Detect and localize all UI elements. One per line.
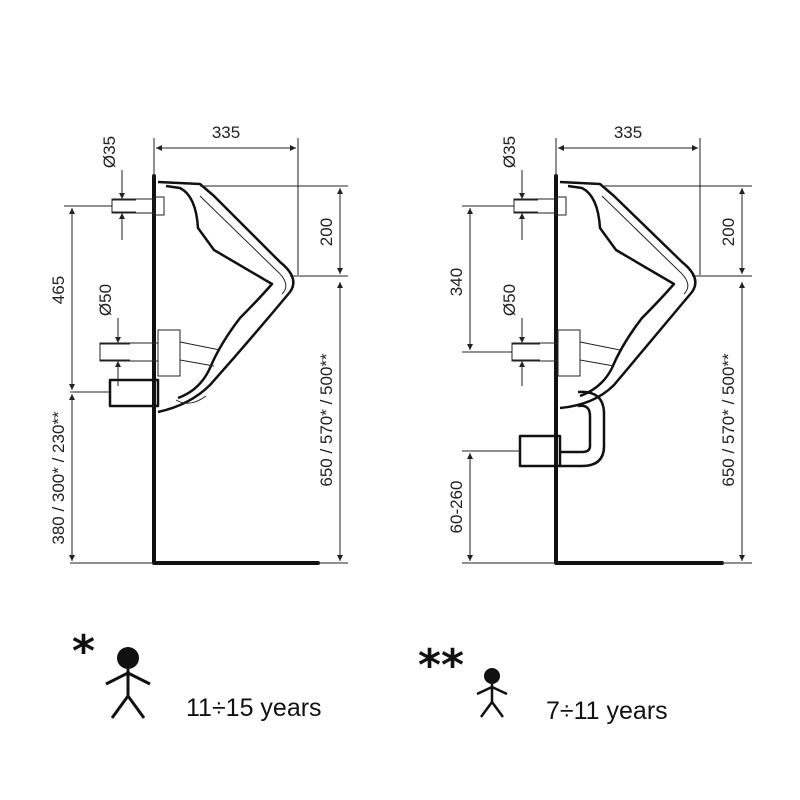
left-rim-height-label: 650 / 570* / 500** xyxy=(317,353,336,487)
right-inlet-diameter-label: Ø35 xyxy=(500,136,519,168)
right-wall-floor xyxy=(554,174,724,565)
left-urinal-body xyxy=(157,180,295,414)
legend-double-star: ** xyxy=(418,640,464,691)
legend-double-star-label: 7÷11 years xyxy=(546,697,668,725)
right-inlet-depth-label: 200 xyxy=(719,218,738,246)
left-inlet-depth-label: 200 xyxy=(317,218,336,246)
left-view: 335 Ø35 465 Ø50 380 / 300* / 230** 200 6… xyxy=(49,123,348,565)
right-view: 335 Ø35 340 Ø50 60-260 200 650 / 570* / … xyxy=(447,123,752,565)
right-floor-to-outlet-label: 60-260 xyxy=(447,481,466,534)
left-wall-floor xyxy=(152,174,320,565)
legend-single-star: * xyxy=(72,626,95,677)
right-outlet-diameter-label: Ø50 xyxy=(500,284,519,316)
right-inlet-to-outlet-label: 340 xyxy=(447,268,466,296)
left-width-label: 335 xyxy=(212,123,240,142)
right-rim-height-label: 650 / 570* / 500** xyxy=(719,353,738,487)
left-floor-to-outlet-label: 380 / 300* / 230** xyxy=(49,411,68,545)
left-outlet-diameter-label: Ø50 xyxy=(96,284,115,316)
right-width-label: 335 xyxy=(614,123,642,142)
legend: * 11÷15 years ** 7÷11 years xyxy=(72,626,668,725)
child-figure-small-icon xyxy=(476,668,508,718)
legend-single-star-label: 11÷15 years xyxy=(186,694,322,722)
left-inlet-diameter-label: Ø35 xyxy=(100,136,119,168)
child-figure-large-icon xyxy=(105,647,151,719)
left-inlet-to-outlet-label: 465 xyxy=(49,276,68,304)
